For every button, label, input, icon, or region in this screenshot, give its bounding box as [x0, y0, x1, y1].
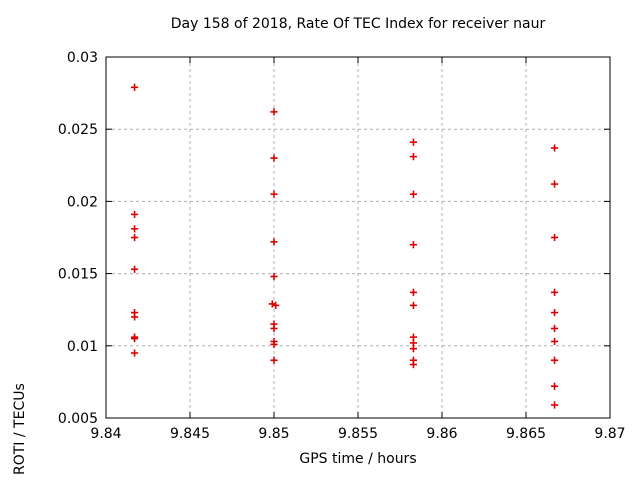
- data-point-marker: [550, 180, 559, 188]
- data-point-marker: [550, 324, 559, 333]
- data-point-marker: [409, 301, 418, 309]
- data-point-marker: [270, 154, 278, 162]
- data-point-marker: [270, 324, 278, 333]
- data-point-marker: [550, 337, 559, 346]
- data-point-marker: [130, 225, 139, 233]
- data-point-marker: [550, 401, 559, 409]
- data-point-marker: [130, 83, 139, 91]
- x-tick-label: 9.84: [90, 426, 121, 442]
- x-tick-label: 9.845: [170, 426, 210, 442]
- data-point-marker: [270, 340, 278, 348]
- data-point-marker: [409, 241, 418, 249]
- data-point-marker: [409, 153, 418, 161]
- y-axis-label: ROTI / TECUs: [12, 383, 28, 475]
- data-point-marker: [270, 108, 278, 116]
- data-point-marker: [130, 349, 139, 357]
- data-point-marker: [550, 308, 559, 317]
- y-tick-label: 0.005: [58, 411, 98, 427]
- data-point-marker: [130, 265, 139, 273]
- data-point-marker: [270, 356, 278, 364]
- x-tick-label: 9.855: [338, 426, 378, 442]
- data-point-marker: [268, 300, 276, 308]
- data-point-marker: [550, 233, 559, 242]
- y-tick-label: 0.03: [67, 50, 98, 66]
- x-tick-label: 9.85: [258, 426, 289, 442]
- data-point-marker: [270, 238, 278, 246]
- y-tick-label: 0.02: [67, 194, 98, 210]
- data-point-marker: [272, 301, 280, 309]
- y-tick-label: 0.015: [58, 267, 98, 283]
- data-point-marker: [550, 382, 559, 390]
- data-point-marker: [409, 190, 418, 198]
- data-point-marker: [409, 288, 418, 296]
- chart-title: Day 158 of 2018, Rate Of TEC Index for r…: [170, 16, 546, 32]
- x-tick-label: 9.865: [506, 426, 546, 442]
- data-point-marker: [409, 360, 418, 369]
- y-tick-label: 0.01: [67, 339, 98, 355]
- x-axis-label: GPS time / hours: [299, 451, 417, 467]
- data-point-marker: [270, 272, 278, 281]
- y-tick-label: 0.025: [58, 122, 98, 138]
- data-point-marker: [409, 345, 418, 353]
- data-point-marker: [130, 334, 139, 343]
- data-point-marker: [130, 313, 139, 321]
- data-point-marker: [130, 233, 139, 242]
- data-point-marker: [270, 190, 278, 198]
- x-tick-label: 9.86: [426, 426, 457, 442]
- x-tick-label: 9.87: [594, 426, 625, 442]
- data-point-marker: [550, 288, 559, 296]
- data-point-marker: [130, 210, 139, 218]
- data-point-marker: [409, 138, 418, 146]
- data-point-marker: [550, 144, 559, 152]
- data-point-marker: [550, 356, 559, 364]
